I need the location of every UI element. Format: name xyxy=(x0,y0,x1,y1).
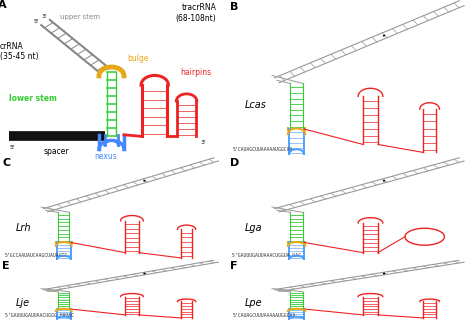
Text: 5’CAUAGCUUAAAAAUGGCAA: 5’CAUAGCUUAAAAAUGGCAA xyxy=(232,147,293,152)
Text: Lrh: Lrh xyxy=(16,223,31,233)
Text: C: C xyxy=(2,158,10,168)
Text: hairpins: hairpins xyxy=(181,68,211,77)
Text: F: F xyxy=(230,261,237,271)
Text: 5': 5' xyxy=(33,20,39,24)
Text: bulge: bulge xyxy=(128,54,149,63)
Text: tracrRNA
(68-108nt): tracrRNA (68-108nt) xyxy=(175,3,216,22)
Text: B: B xyxy=(230,2,238,12)
Text: 3': 3' xyxy=(42,14,47,19)
Text: E: E xyxy=(2,261,10,271)
Text: upper stem: upper stem xyxy=(60,14,100,20)
Text: 5’CAUAGCUUUAAAAAUGGCAA: 5’CAUAGCUUUAAAAAUGGCAA xyxy=(232,313,296,318)
Text: D: D xyxy=(230,158,239,168)
Text: 3': 3' xyxy=(200,141,206,145)
Text: crRNA
(35-45 nt): crRNA (35-45 nt) xyxy=(0,42,38,61)
Text: Lpe: Lpe xyxy=(245,298,263,308)
Text: Lcas: Lcas xyxy=(245,100,267,109)
Text: Lje: Lje xyxy=(16,298,30,308)
Text: lower stem: lower stem xyxy=(9,94,57,103)
Text: 5’GAUUUGAUUAACUGGG UAUAC: 5’GAUUUGAUUAACUGGG UAUAC xyxy=(5,313,73,318)
Text: 5’GCCAAUAUCAAGCUAUAUGC: 5’GCCAAUAUCAAGCUAUAUGC xyxy=(5,253,68,258)
Text: nexus: nexus xyxy=(94,152,117,161)
Text: A: A xyxy=(0,0,6,10)
Text: 5’GAUUUGAUUAAACUGGUA UAC: 5’GAUUUGAUUAAACUGGUA UAC xyxy=(232,253,301,258)
Text: spacer: spacer xyxy=(44,147,70,156)
Text: 5': 5' xyxy=(9,145,15,150)
Text: Lga: Lga xyxy=(245,223,263,233)
